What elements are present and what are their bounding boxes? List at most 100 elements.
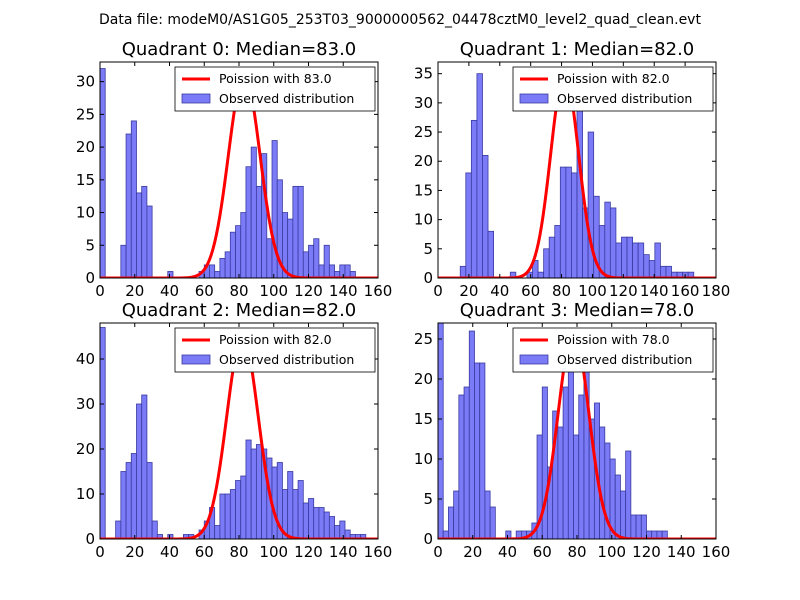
q3-legend-box (512, 327, 714, 373)
q3-bar (557, 426, 564, 539)
q1-xtick-label: 20 (459, 282, 478, 300)
q0-xtick-label: 100 (259, 282, 288, 300)
q1-bar (637, 242, 645, 278)
q0-xtick-label: 0 (95, 282, 105, 300)
q3-xtick-label: 140 (667, 543, 696, 561)
q3-legend-line-label: Poission with 78.0 (557, 332, 670, 347)
q0-bar (229, 231, 236, 278)
q0-bar (349, 271, 356, 278)
q3-ytick-label: 15 (414, 410, 433, 428)
q0-bar (328, 264, 335, 278)
q0-bar (120, 244, 127, 278)
q1-ytick-label: 30 (414, 94, 433, 112)
q0-xtick-label: 80 (229, 282, 248, 300)
q2-bar (255, 444, 262, 539)
q1-bar (604, 201, 611, 278)
q1-ytick-label: 25 (414, 123, 433, 141)
q0-bar (130, 120, 137, 278)
q2-bar (313, 507, 320, 539)
q1-xtick-label: 60 (521, 282, 540, 300)
q2-xtick-label: 120 (294, 543, 323, 561)
q2-bar (334, 525, 341, 539)
q3-xtick-label: 160 (702, 543, 731, 561)
q3-ytick-label: 10 (414, 450, 433, 468)
q0-bar (209, 264, 216, 278)
q3-xtick-label: 80 (567, 543, 586, 561)
q3-xtick-label: 60 (533, 543, 552, 561)
q2-xtick-label: 160 (364, 543, 393, 561)
q2-ytick-label: 40 (76, 350, 95, 368)
q3-xtick-label: 100 (597, 543, 626, 561)
q2-ytick-label: 0 (85, 530, 95, 548)
q3-bar (463, 386, 470, 539)
q0-bar (266, 238, 273, 278)
q0-legend-line-label: Poission with 83.0 (219, 71, 332, 86)
q2-bar (323, 511, 330, 539)
q2-xtick-label: 60 (195, 543, 214, 561)
q3-bar (453, 490, 460, 539)
q1-legend-line-label: Poission with 82.0 (557, 71, 670, 86)
q0-bar (214, 271, 221, 278)
q0-bar (287, 218, 294, 278)
q2-bar (308, 498, 315, 539)
q0-xtick-label: 60 (195, 282, 214, 300)
q1-bar (476, 73, 483, 278)
q0-ytick-label: 20 (76, 138, 95, 156)
q0-bar (261, 153, 268, 278)
q0-xtick-label: 140 (329, 282, 358, 300)
q3-bar (635, 514, 642, 539)
q3-xtick-label: 0 (433, 543, 443, 561)
q1-bar (559, 166, 567, 278)
q1-bar (621, 236, 628, 278)
q1-xtick-label: 80 (552, 282, 571, 300)
q0-bar (250, 146, 257, 278)
q1-ytick-label: 0 (423, 269, 433, 287)
q2-bar (292, 489, 299, 539)
q0-bar (125, 133, 132, 278)
q2-legend-bar-label: Observed distribution (219, 352, 354, 367)
q0-ytick-label: 0 (85, 269, 95, 287)
q3-bar (567, 362, 574, 539)
q3-xtick-label: 120 (632, 543, 661, 561)
q1-legend-bar-label: Observed distribution (557, 91, 692, 106)
q0-legend-bar-label: Observed distribution (219, 91, 354, 106)
q0-bar (271, 140, 278, 278)
q2-bar (136, 403, 143, 539)
q3-ytick-label: 5 (423, 490, 433, 508)
q1-xtick-label: 160 (671, 282, 700, 300)
q0-title: Quadrant 0: Median=83.0 (122, 39, 357, 60)
q0-bar (313, 238, 320, 278)
q0-bar (245, 166, 252, 278)
q1-ytick-label: 5 (423, 240, 433, 258)
q0-ytick-label: 10 (76, 204, 95, 222)
q1-xtick-label: 180 (702, 282, 731, 300)
q1-bar (509, 271, 517, 278)
q1-ytick-label: 20 (414, 152, 433, 170)
q2-bar (125, 462, 132, 539)
q0-ytick-label: 25 (76, 105, 95, 123)
q2-bar (235, 480, 242, 539)
q1-bar (537, 271, 545, 278)
q2-bar (219, 493, 226, 539)
q3-bar (661, 530, 668, 539)
q1-axes-frame (437, 61, 717, 279)
q0-bar (240, 212, 247, 278)
q2-xtick-label: 140 (329, 543, 358, 561)
q1-legend: Poission with 82.0 Observed distribution (512, 66, 714, 112)
q0-bar (318, 264, 325, 278)
q0-xtick-label: 40 (160, 282, 179, 300)
q0-xtick-label: 20 (125, 282, 144, 300)
q2-bar (328, 516, 335, 539)
q1-bar (548, 236, 556, 278)
q2-bar (151, 520, 158, 539)
q3-bar (484, 490, 491, 539)
q3-bar (573, 434, 580, 539)
q2-subplot: 0 20 40 60 80 100 120 140 160 0 10 20 30 40 Quadrant 2… (76, 300, 392, 561)
q0-ytick-label: 15 (76, 171, 95, 189)
q3-bar (578, 394, 585, 539)
q0-bar (339, 264, 346, 278)
q2-bars (100, 327, 367, 539)
q1-poisson-curve (438, 72, 716, 278)
figure-suptitle: Data file: modeM0/AS1G05_253T03_90000005… (99, 12, 701, 28)
q1-bar (643, 254, 650, 278)
